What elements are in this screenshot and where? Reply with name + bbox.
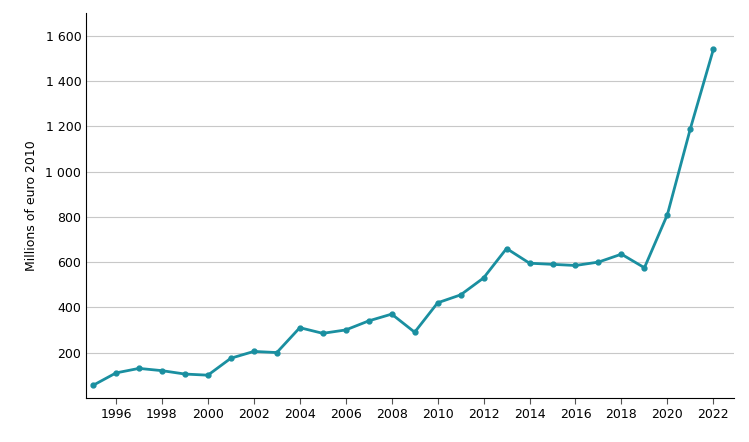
Y-axis label: Millions of euro 2010: Millions of euro 2010 <box>25 140 38 271</box>
